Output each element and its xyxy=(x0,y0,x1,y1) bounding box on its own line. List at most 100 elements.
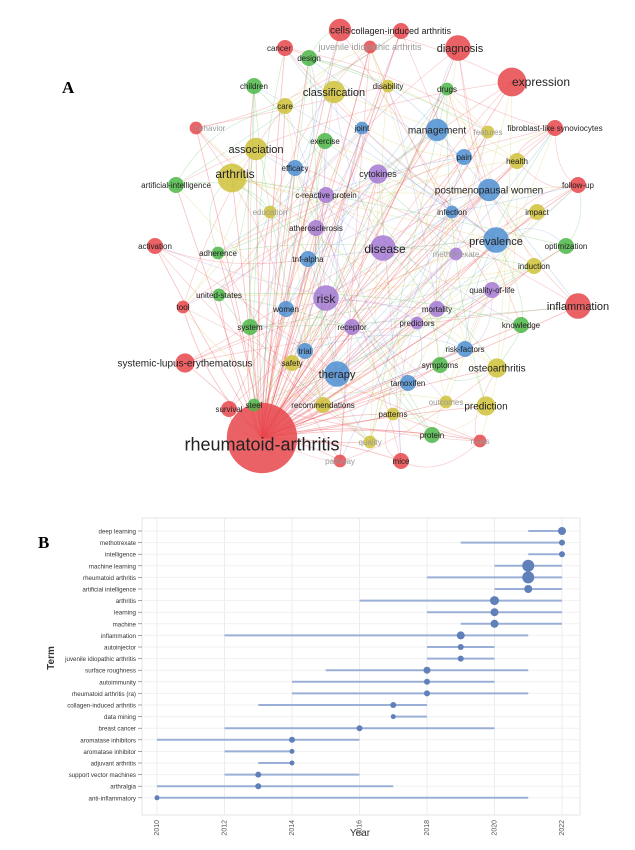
network-edge xyxy=(247,85,263,439)
network-node-label: postmenopausal women xyxy=(435,186,543,197)
network-edge xyxy=(304,88,448,352)
network-node-label: fibroblast-like synoviocytes xyxy=(507,124,602,133)
network-edge xyxy=(392,81,513,415)
term-peak-dot xyxy=(255,783,262,790)
network-node xyxy=(473,434,487,448)
network-node-label: cancer xyxy=(267,44,291,53)
network-edge xyxy=(231,177,497,241)
network-edge xyxy=(182,148,257,308)
network-edge xyxy=(369,47,459,443)
network-edge xyxy=(261,167,296,439)
term-peak-dot xyxy=(559,539,565,546)
network-edge xyxy=(231,177,457,255)
network-edge xyxy=(175,105,286,186)
term-peak-dot xyxy=(522,571,535,584)
network-node xyxy=(315,397,331,413)
network-node-label: survival xyxy=(215,405,242,414)
network-edge xyxy=(339,29,513,83)
network-node xyxy=(526,258,542,274)
x-tick-label: 2022 xyxy=(559,820,566,836)
network-edge xyxy=(253,57,310,406)
network-edge xyxy=(182,211,271,308)
term-peak-dot xyxy=(456,631,465,640)
network-edge xyxy=(285,300,418,324)
network-node-label: features xyxy=(474,128,503,137)
network-node xyxy=(393,23,409,39)
network-node xyxy=(449,247,463,261)
network-node xyxy=(509,153,525,169)
network-edge xyxy=(361,127,497,241)
network-edge xyxy=(369,46,493,291)
network-node xyxy=(297,343,313,359)
network-node xyxy=(558,238,574,254)
network-edge xyxy=(308,57,324,406)
network-node-label: tnf-alpha xyxy=(292,255,324,264)
network-edge xyxy=(294,57,317,169)
network-node xyxy=(176,300,190,314)
network-node xyxy=(277,98,293,114)
network-node xyxy=(440,82,454,96)
term-peak-dot xyxy=(423,666,431,674)
network-edge xyxy=(154,245,309,265)
term-label: collagen-induced arthritis xyxy=(67,703,136,710)
x-axis-title: Year xyxy=(350,828,371,839)
network-node-label: pathway xyxy=(325,457,355,466)
term-label: aromatase inhibitors xyxy=(80,737,136,744)
network-node xyxy=(368,164,388,184)
network-edge xyxy=(249,265,535,328)
network-node xyxy=(456,149,472,165)
network-edge xyxy=(261,156,465,439)
network-node xyxy=(344,319,360,335)
term-peak-dot xyxy=(154,795,160,801)
network-node-label: c-reactive protein xyxy=(295,191,356,200)
network-node-label: cells xyxy=(330,26,350,37)
network-edge xyxy=(382,81,513,249)
network-edge xyxy=(339,46,371,462)
network-edge xyxy=(315,160,518,229)
network-edge xyxy=(217,129,438,254)
network-edge xyxy=(307,189,490,260)
term-peak-dot xyxy=(390,714,396,720)
network-node-label: protein xyxy=(420,431,444,440)
network-node-label: drugs xyxy=(437,85,457,94)
term-label: arthralgia xyxy=(110,784,136,791)
network-node-label: prediction xyxy=(464,402,507,413)
network-node xyxy=(246,78,262,94)
network-edge xyxy=(284,105,306,352)
network-edge xyxy=(439,127,556,366)
network-node-label: steel xyxy=(246,401,263,410)
network-node-label: recommendations xyxy=(291,401,355,410)
network-edge xyxy=(334,127,363,375)
network-edge xyxy=(195,127,287,310)
network-node xyxy=(497,67,527,97)
term-label: adjuvant arthritis xyxy=(91,761,136,768)
term-peak-dot xyxy=(390,702,397,708)
term-peak-dot xyxy=(424,678,430,685)
network-edge xyxy=(261,47,286,439)
network-node-label: systemic-lupus-erythematosus xyxy=(117,359,252,370)
term-label: machine learning xyxy=(89,563,137,570)
network-edge xyxy=(261,105,286,439)
network-edge xyxy=(253,85,324,406)
network-edge xyxy=(231,177,433,436)
network-edge xyxy=(400,440,481,468)
network-node-label: behavior xyxy=(195,124,226,133)
network-edge xyxy=(436,129,579,307)
network-edge xyxy=(218,265,535,296)
network-node xyxy=(400,375,416,391)
network-edge xyxy=(261,324,522,439)
network-edge xyxy=(284,105,353,328)
term-peak-dot xyxy=(255,771,262,778)
network-edge xyxy=(261,189,490,439)
network-node xyxy=(301,50,317,66)
network-edge xyxy=(308,57,489,133)
network-edge xyxy=(369,88,448,443)
network-node-label: adherence xyxy=(199,249,237,258)
network-edge xyxy=(218,294,371,443)
network-edge xyxy=(400,30,522,326)
network-node-label: safety xyxy=(281,359,302,368)
network-edge xyxy=(294,167,384,249)
network-node-label: exercise xyxy=(310,137,340,146)
network-node xyxy=(324,361,350,387)
network-edge xyxy=(261,47,459,439)
